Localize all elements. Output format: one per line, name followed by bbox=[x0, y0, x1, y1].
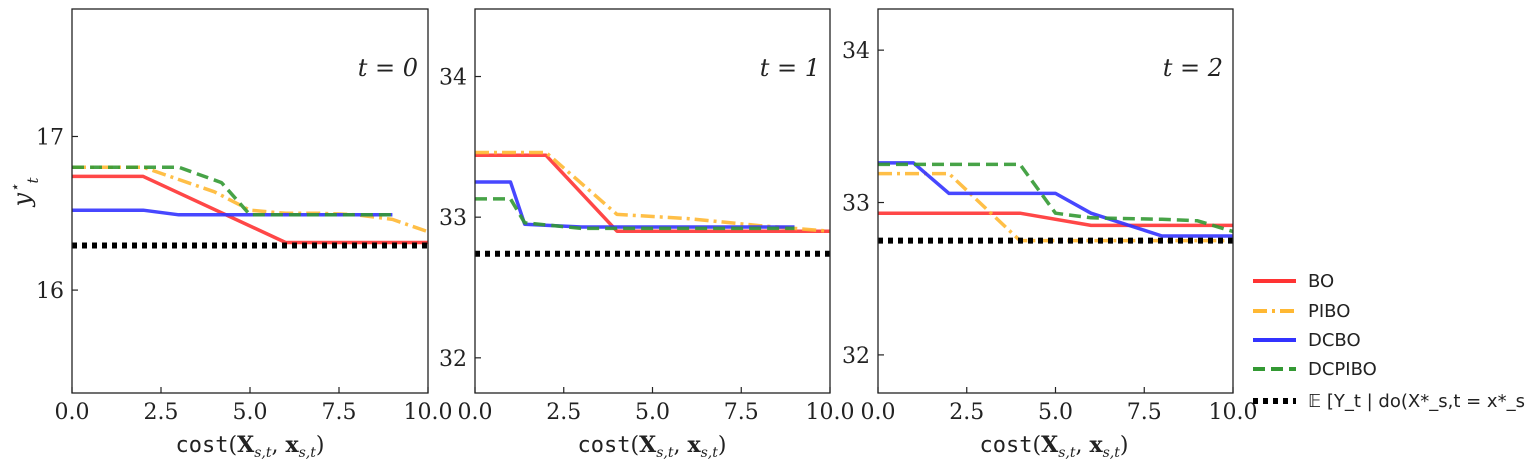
series-line-dcbo bbox=[878, 161, 1233, 238]
legend-label-dcpibo: DCPIBO bbox=[1308, 359, 1377, 380]
series-line-bo bbox=[475, 153, 830, 233]
panel-title: t = 2 bbox=[1163, 54, 1223, 82]
series-line-dcpibo bbox=[475, 197, 795, 231]
series-line-dcpibo bbox=[878, 162, 1233, 234]
x-tick-label: 10.0 bbox=[404, 400, 453, 425]
series-line-pibo bbox=[72, 165, 428, 234]
legend-label-bo: BO bbox=[1308, 271, 1334, 292]
x-tick-label: 0.0 bbox=[458, 400, 493, 425]
svg-text:cost(Xs,t, xs,t): cost(Xs,t, xs,t) bbox=[980, 432, 1129, 461]
y-tick-label: 17 bbox=[36, 125, 64, 150]
x-tick-label: 10.0 bbox=[806, 400, 855, 425]
x-tick-label: 7.5 bbox=[322, 400, 357, 425]
x-tick-label: 5.0 bbox=[635, 400, 670, 425]
x-tick-label: 5.0 bbox=[1038, 400, 1073, 425]
x-tick-label: 2.5 bbox=[949, 400, 984, 425]
subplot-t1: 0.0 2.5 5.0 7.5 10.0 32 33 34 t = 1 bbox=[439, 8, 855, 425]
series-line-pibo bbox=[878, 171, 1233, 243]
series-group bbox=[72, 165, 428, 249]
series-line-pibo bbox=[475, 150, 830, 233]
x-axis-label-0: cost(Xs,t, xs,t) bbox=[176, 432, 325, 461]
series-line-bo bbox=[878, 211, 1233, 228]
x-tick-label: 2.5 bbox=[546, 400, 581, 425]
series-group bbox=[475, 150, 830, 257]
x-tick-label: 0.0 bbox=[55, 400, 90, 425]
y-tick-label: 16 bbox=[36, 279, 64, 304]
series-group bbox=[878, 161, 1233, 244]
y-tick-label: 32 bbox=[439, 347, 467, 372]
y-tick-label: 33 bbox=[842, 192, 870, 217]
y-tick-label: 33 bbox=[439, 206, 467, 231]
x-tick-label: 2.5 bbox=[144, 400, 179, 425]
x-tick-label: 7.5 bbox=[724, 400, 759, 425]
subplot-t2: 0.0 2.5 5.0 7.5 10.0 32 33 34 t = 2 bbox=[842, 8, 1258, 425]
legend-label-pibo: PIBO bbox=[1308, 301, 1350, 322]
y-tick-label: 34 bbox=[439, 66, 467, 91]
subplot-t0: 0.0 2.5 5.0 7.5 10.0 16 17 t = 0 bbox=[36, 8, 453, 425]
y-tick-label: 32 bbox=[842, 344, 870, 369]
x-tick-label: 10.0 bbox=[1209, 400, 1258, 425]
panel-title: t = 1 bbox=[760, 54, 820, 82]
panel-title: t = 0 bbox=[358, 54, 418, 82]
y-tick-label: 34 bbox=[842, 39, 870, 64]
legend-label-expected: 𝔼 [Y_t | do(X*_s,t = x*_s,t)] bbox=[1308, 391, 1526, 412]
x-axis-label-1: cost(Xs,t, xs,t) bbox=[578, 432, 727, 461]
series-line-dcpibo bbox=[72, 165, 393, 217]
legend: BO PIBO DCBO DCPIBO 𝔼 [Y_t | do(X*_s,t =… bbox=[1253, 271, 1526, 412]
x-tick-label: 0.0 bbox=[861, 400, 896, 425]
svg-text:cost(Xs,t, xs,t): cost(Xs,t, xs,t) bbox=[578, 432, 727, 461]
y-axis-label: y⋆t bbox=[6, 177, 42, 208]
x-axis-label-2: cost(Xs,t, xs,t) bbox=[980, 432, 1129, 461]
svg-text:y⋆t: y⋆t bbox=[6, 177, 42, 208]
x-tick-label: 5.0 bbox=[233, 400, 268, 425]
svg-text:cost(Xs,t, xs,t): cost(Xs,t, xs,t) bbox=[176, 432, 325, 461]
legend-label-dcbo: DCBO bbox=[1308, 330, 1361, 351]
x-tick-label: 7.5 bbox=[1127, 400, 1162, 425]
